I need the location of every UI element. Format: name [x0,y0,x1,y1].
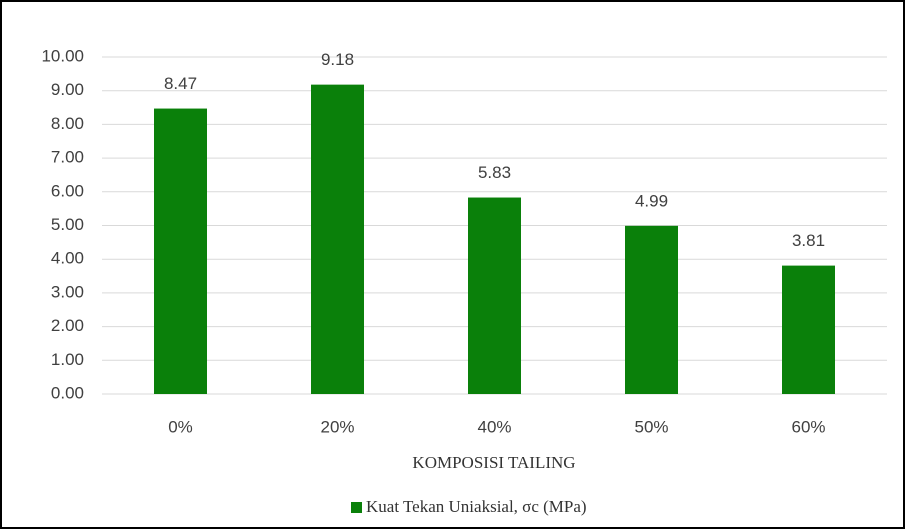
data-label: 3.81 [792,231,825,250]
bar [468,197,521,394]
bar [154,108,207,394]
y-tick-label: 1.00 [51,350,84,369]
y-tick-label: 10.00 [41,46,84,65]
x-tick-label: 40% [477,417,511,436]
data-label: 4.99 [635,191,668,210]
data-label: 9.18 [321,50,354,69]
x-tick-label: 20% [320,417,354,436]
data-label: 8.47 [164,74,197,93]
y-tick-label: 2.00 [51,316,84,335]
x-tick-label: 0% [168,417,193,436]
y-tick-label: 8.00 [51,114,84,133]
y-tick-label: 3.00 [51,282,84,301]
y-tick-label: 5.00 [51,215,84,234]
y-tick-label: 0.00 [51,383,84,402]
legend-label: Kuat Tekan Uniaksial, σc (MPa) [366,497,587,516]
bar [625,225,678,394]
y-tick-label: 4.00 [51,249,84,268]
data-label: 5.83 [478,163,511,182]
y-tick-label: 6.00 [51,181,84,200]
y-tick-label: 9.00 [51,80,84,99]
bar [782,265,835,394]
x-tick-label: 60% [791,417,825,436]
bar [311,84,364,394]
y-tick-label: 7.00 [51,148,84,167]
legend-swatch [351,502,362,513]
x-tick-label: 50% [634,417,668,436]
x-axis-label: KOMPOSISI TAILING [412,453,575,472]
